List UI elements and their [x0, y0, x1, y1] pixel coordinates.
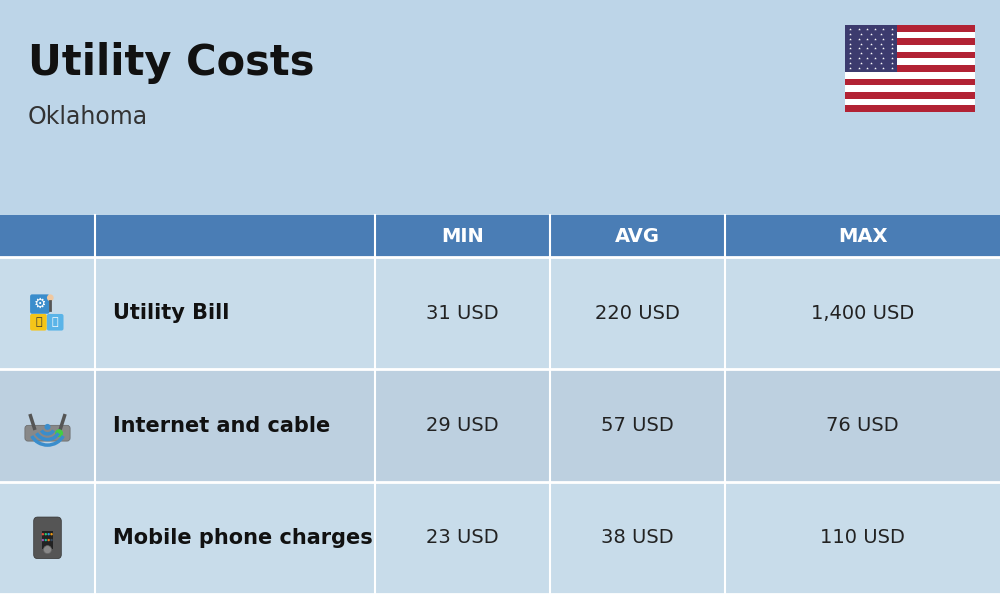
Bar — [845, 45, 975, 52]
Bar — [845, 78, 975, 85]
Bar — [0, 482, 1000, 594]
Text: 76 USD: 76 USD — [826, 416, 899, 435]
FancyBboxPatch shape — [47, 314, 64, 331]
Text: Utility Bill: Utility Bill — [113, 303, 229, 323]
Text: 31 USD: 31 USD — [426, 304, 499, 323]
Circle shape — [44, 546, 52, 554]
FancyBboxPatch shape — [42, 533, 44, 535]
Circle shape — [47, 295, 54, 301]
FancyBboxPatch shape — [30, 314, 47, 331]
Bar — [845, 92, 975, 99]
FancyBboxPatch shape — [42, 531, 53, 549]
Text: 110 USD: 110 USD — [820, 528, 905, 547]
FancyBboxPatch shape — [42, 539, 44, 541]
FancyBboxPatch shape — [25, 425, 70, 441]
FancyBboxPatch shape — [50, 539, 53, 541]
Bar — [725, 215, 1000, 257]
Bar — [845, 72, 975, 78]
Text: MIN: MIN — [441, 226, 484, 245]
Bar — [375, 215, 550, 257]
Bar — [845, 85, 975, 92]
Bar — [845, 105, 975, 112]
Text: 1,400 USD: 1,400 USD — [811, 304, 914, 323]
Bar — [845, 25, 975, 112]
Bar — [845, 99, 975, 105]
Bar — [845, 52, 975, 58]
Bar — [845, 39, 975, 45]
Bar — [0, 215, 95, 257]
Text: Internet and cable: Internet and cable — [113, 415, 330, 435]
Bar — [845, 31, 975, 39]
FancyBboxPatch shape — [45, 533, 47, 535]
Text: 🔌: 🔌 — [35, 317, 42, 327]
Circle shape — [55, 429, 63, 437]
FancyBboxPatch shape — [34, 517, 61, 558]
Bar — [550, 215, 725, 257]
Circle shape — [44, 424, 50, 430]
FancyBboxPatch shape — [30, 295, 50, 314]
Text: 23 USD: 23 USD — [426, 528, 499, 547]
Text: 💧: 💧 — [52, 317, 59, 327]
FancyBboxPatch shape — [48, 539, 50, 541]
Text: Oklahoma: Oklahoma — [28, 105, 148, 129]
Bar — [0, 257, 1000, 369]
Bar — [845, 65, 975, 72]
Bar — [95, 215, 375, 257]
FancyBboxPatch shape — [50, 533, 53, 535]
Bar — [845, 58, 975, 65]
Text: 220 USD: 220 USD — [595, 304, 680, 323]
Text: AVG: AVG — [615, 226, 660, 245]
Text: ⚙: ⚙ — [34, 297, 46, 311]
Bar — [845, 25, 975, 31]
Bar — [0, 369, 1000, 482]
Text: 38 USD: 38 USD — [601, 528, 674, 547]
FancyBboxPatch shape — [48, 533, 50, 535]
FancyBboxPatch shape — [45, 539, 47, 541]
Text: Utility Costs: Utility Costs — [28, 42, 314, 84]
Text: 57 USD: 57 USD — [601, 416, 674, 435]
Text: MAX: MAX — [838, 226, 887, 245]
Bar — [845, 25, 897, 72]
Text: Mobile phone charges: Mobile phone charges — [113, 528, 373, 548]
Text: 29 USD: 29 USD — [426, 416, 499, 435]
